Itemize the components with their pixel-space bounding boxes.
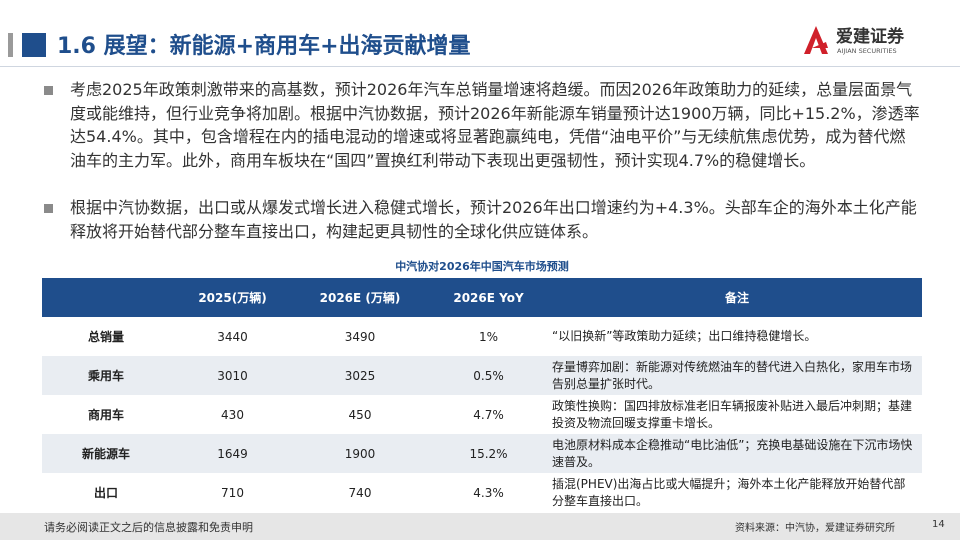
logo-en: AIJIAN SECURITIES bbox=[837, 47, 897, 55]
table-cell: 3440 bbox=[217, 329, 248, 344]
table-cell: 总销量 bbox=[87, 330, 124, 344]
note-cell: 存量博弈加剧：新能源对传统燃油车的替代进入白热化，家用车市场告别总量扩张时代。 bbox=[552, 356, 922, 395]
table-cell: 1% bbox=[478, 329, 499, 344]
footer-bar bbox=[0, 513, 960, 540]
table-cell: 3010 bbox=[170, 356, 295, 395]
source: 资料来源：中汽协，爱建证券研究所 bbox=[735, 523, 895, 534]
bullet-text: 考虑2025年政策刺激带来的高基数，预计2026年汽车总销量增速将趋缓。而因20… bbox=[70, 80, 920, 170]
forecast-table: 2025(万辆) 2026E (万辆) 2026E YoY 备注 总销量 3440 349… bbox=[42, 278, 922, 512]
table-cell: 710 bbox=[221, 485, 244, 500]
table-title: 中汽协对2026年中国汽车市场预测 bbox=[395, 260, 569, 273]
table-row: 总销量 3440 3490 1% “以旧换新”等政策助力延续；出口维持稳健增长。 bbox=[42, 317, 922, 356]
column-header: 2026E (万辆) bbox=[295, 278, 425, 317]
bullet-marker bbox=[44, 204, 53, 213]
page-number: 14 bbox=[932, 519, 945, 530]
table-cell: 15.2% bbox=[425, 434, 552, 473]
table-cell: 740 bbox=[348, 485, 372, 500]
table-cell: 3025 bbox=[295, 356, 425, 395]
accent-square bbox=[22, 33, 46, 57]
note-cell: 插混(PHEV)出海占比或大幅提升；海外本土化产能释放开始替代部分整车直接出口。 bbox=[552, 476, 906, 508]
table-cell: 出口 bbox=[93, 486, 118, 500]
table-cell: 450 bbox=[348, 407, 372, 422]
table-cell: 4.3% bbox=[473, 485, 504, 500]
table-row: 乘用车 3010 3025 0.5% 存量博弈加剧：新能源对传统燃油车的替代进入白热化，… bbox=[42, 356, 922, 395]
table-row: 新能源车 1649 1900 15.2% 电池原材料成本企稳推动“电比油低”；充换电基础… bbox=[42, 434, 922, 473]
table-row: 出口 710 740 4.3% 插混(PHEV)出海占比或大幅提升；海外本土化产能释放开… bbox=[42, 473, 922, 512]
header-rule bbox=[0, 66, 960, 67]
table-cell: 1900 bbox=[295, 434, 425, 473]
table-cell: 4.7% bbox=[473, 407, 504, 422]
logo: 爱建证券 AIJIAN SECURITIES bbox=[804, 26, 905, 55]
note-cell: 电池原材料成本企稳推动“电比油低”；充换电基础设施在下沉市场快速普及。 bbox=[552, 434, 922, 473]
table-cell: 1649 bbox=[170, 434, 295, 473]
note-cell: 政策性换购：国四排放标准老旧车辆报废补贴进入最后冲刺期；基建投资及物流回暖支撑重… bbox=[552, 398, 913, 430]
disclaimer: 请务必阅读正文之后的信息披露和免责申明 bbox=[44, 521, 253, 534]
table-cell: 0.5% bbox=[425, 356, 552, 395]
column-header: 2026E YoY bbox=[425, 278, 552, 317]
table-cell: 430 bbox=[221, 407, 244, 422]
column-header bbox=[42, 278, 170, 317]
table-cell: 商用车 bbox=[87, 408, 124, 422]
table-cell: 3490 bbox=[344, 329, 376, 344]
accent-bar bbox=[8, 33, 13, 57]
bullet-marker bbox=[44, 86, 53, 95]
bullet-text: 根据中汽协数据，出口或从爆发式增长进入稳健式增长，预计2026年出口增速约为+4… bbox=[70, 198, 917, 241]
table-row: 商用车 430 450 4.7% 政策性换购：国四排放标准老旧车辆报废补贴进入最后冲刺期… bbox=[42, 395, 922, 434]
table-cell: 新能源车 bbox=[42, 434, 170, 473]
column-header: 备注 bbox=[552, 278, 922, 317]
slide-title: 1.6 展望：新能源+商用车+出海贡献增量 bbox=[57, 34, 471, 59]
table-cell: 乘用车 bbox=[42, 356, 170, 395]
column-header: 2025(万辆) bbox=[170, 278, 295, 317]
logo-cn: 爱建证券 bbox=[836, 26, 905, 47]
table-header: 2025(万辆) 2026E (万辆) 2026E YoY 备注 bbox=[42, 278, 922, 317]
note-cell: “以旧换新”等政策助力延续；出口维持稳健增长。 bbox=[552, 329, 817, 343]
